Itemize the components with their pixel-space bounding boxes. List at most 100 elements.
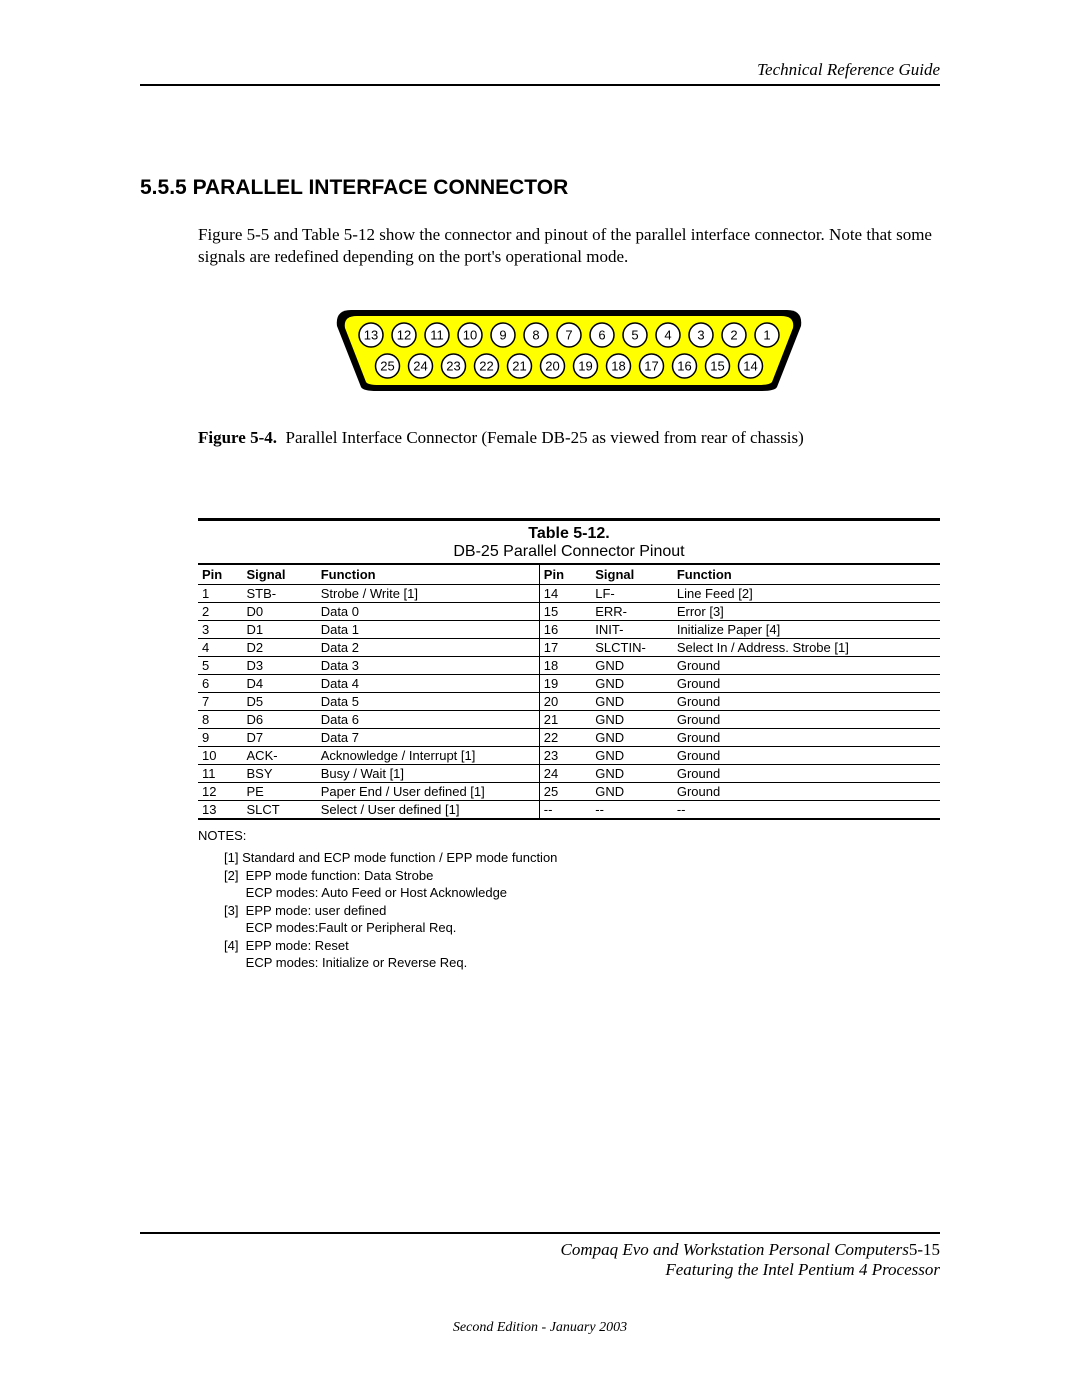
note-line: ECP modes: Initialize or Reverse Req.	[224, 954, 940, 972]
table-cell: Paper End / User defined [1]	[317, 783, 540, 801]
table-cell: 1	[198, 585, 243, 603]
figure-caption-text: Parallel Interface Connector (Female DB-…	[286, 428, 804, 447]
table-cell: 15	[539, 603, 591, 621]
table-cell: 16	[539, 621, 591, 639]
table-cell: BSY	[243, 765, 317, 783]
footer-edition: Second Edition - January 2003	[140, 1320, 940, 1336]
table-cell: ACK-	[243, 747, 317, 765]
svg-text:13: 13	[364, 328, 378, 343]
table-cell: Data 0	[317, 603, 540, 621]
table-cell: 23	[539, 747, 591, 765]
svg-text:12: 12	[397, 328, 411, 343]
table-cell: Ground	[673, 657, 940, 675]
table-cell: GND	[591, 693, 673, 711]
table-cell: 8	[198, 711, 243, 729]
svg-text:5: 5	[631, 328, 638, 343]
section-number: 5.5.5	[140, 176, 187, 199]
pinout-table-block: Table 5-12. DB-25 Parallel Connector Pin…	[198, 518, 940, 820]
table-cell: SLCT	[243, 801, 317, 820]
svg-text:18: 18	[611, 359, 625, 374]
svg-text:19: 19	[578, 359, 592, 374]
table-cell: Error [3]	[673, 603, 940, 621]
table-cell: D5	[243, 693, 317, 711]
svg-text:7: 7	[565, 328, 572, 343]
svg-text:24: 24	[413, 359, 427, 374]
table-cell: ERR-	[591, 603, 673, 621]
svg-text:16: 16	[677, 359, 691, 374]
table-cell: 4	[198, 639, 243, 657]
svg-text:1: 1	[763, 328, 770, 343]
header-rule	[140, 84, 940, 86]
section-heading: PARALLEL INTERFACE CONNECTOR	[193, 176, 569, 199]
table-header: Pin	[198, 565, 243, 585]
table-label: Table 5-12.	[198, 525, 940, 543]
section-title: 5.5.5 PARALLEL INTERFACE CONNECTOR	[140, 176, 940, 200]
note-line: [4] EPP mode: Reset	[224, 937, 940, 955]
table-cell: 25	[539, 783, 591, 801]
table-cell: 17	[539, 639, 591, 657]
footer-title: Compaq Evo and Workstation Personal Comp…	[560, 1240, 908, 1259]
table-cell: 13	[198, 801, 243, 820]
figure-caption: Figure 5-4. Parallel Interface Connector…	[198, 428, 940, 448]
table-cell: Data 2	[317, 639, 540, 657]
table-cell: INIT-	[591, 621, 673, 639]
table-cell: Data 6	[317, 711, 540, 729]
table-cell: Line Feed [2]	[673, 585, 940, 603]
table-cell: Ground	[673, 675, 940, 693]
table-cell: Select / User defined [1]	[317, 801, 540, 820]
svg-text:20: 20	[545, 359, 559, 374]
table-cell: GND	[591, 675, 673, 693]
table-cell: Ground	[673, 765, 940, 783]
svg-text:10: 10	[463, 328, 477, 343]
header-right: Technical Reference Guide	[140, 60, 940, 80]
table-cell: 6	[198, 675, 243, 693]
table-cell: 14	[539, 585, 591, 603]
figure-label: Figure 5-4.	[198, 428, 277, 447]
svg-text:25: 25	[380, 359, 394, 374]
svg-text:9: 9	[499, 328, 506, 343]
table-cell: 10	[198, 747, 243, 765]
table-header: Signal	[243, 565, 317, 585]
svg-text:21: 21	[512, 359, 526, 374]
table-cell: D2	[243, 639, 317, 657]
table-cell: GND	[591, 711, 673, 729]
table-cell: 20	[539, 693, 591, 711]
table-cell: D0	[243, 603, 317, 621]
table-header: Function	[673, 565, 940, 585]
table-cell: 21	[539, 711, 591, 729]
table-cell: D7	[243, 729, 317, 747]
table-cell: 11	[198, 765, 243, 783]
table-top-rule	[198, 518, 940, 521]
note-line: [1] Standard and ECP mode function / EPP…	[224, 849, 940, 867]
svg-text:6: 6	[598, 328, 605, 343]
svg-text:2: 2	[730, 328, 737, 343]
table-cell: D6	[243, 711, 317, 729]
note-line: ECP modes: Auto Feed or Host Acknowledge	[224, 884, 940, 902]
notes-label: NOTES:	[198, 828, 940, 843]
section-body: Figure 5-5 and Table 5-12 show the conne…	[198, 224, 940, 268]
footer-line-1: Compaq Evo and Workstation Personal Comp…	[140, 1240, 940, 1260]
table-cell: Ground	[673, 729, 940, 747]
table-cell: GND	[591, 747, 673, 765]
table-cell: SLCTIN-	[591, 639, 673, 657]
table-cell: GND	[591, 729, 673, 747]
page-number: 5-15	[909, 1240, 940, 1259]
notes-list: [1] Standard and ECP mode function / EPP…	[224, 849, 940, 972]
table-cell: Busy / Wait [1]	[317, 765, 540, 783]
table-notes: NOTES: [1] Standard and ECP mode functio…	[198, 828, 940, 972]
connector-diagram: 1312111098765432125242322212019181716151…	[198, 308, 940, 398]
table-subtitle: DB-25 Parallel Connector Pinout	[198, 543, 940, 561]
table-cell: GND	[591, 783, 673, 801]
table-cell: 3	[198, 621, 243, 639]
table-cell: --	[539, 801, 591, 820]
table-header: Pin	[539, 565, 591, 585]
table-cell: Initialize Paper [4]	[673, 621, 940, 639]
table-cell: Ground	[673, 693, 940, 711]
table-cell: D1	[243, 621, 317, 639]
svg-text:3: 3	[697, 328, 704, 343]
db25-connector-svg: 1312111098765432125242322212019181716151…	[333, 308, 805, 393]
table-cell: Strobe / Write [1]	[317, 585, 540, 603]
table-cell: --	[591, 801, 673, 820]
table-cell: Data 3	[317, 657, 540, 675]
table-cell: STB-	[243, 585, 317, 603]
